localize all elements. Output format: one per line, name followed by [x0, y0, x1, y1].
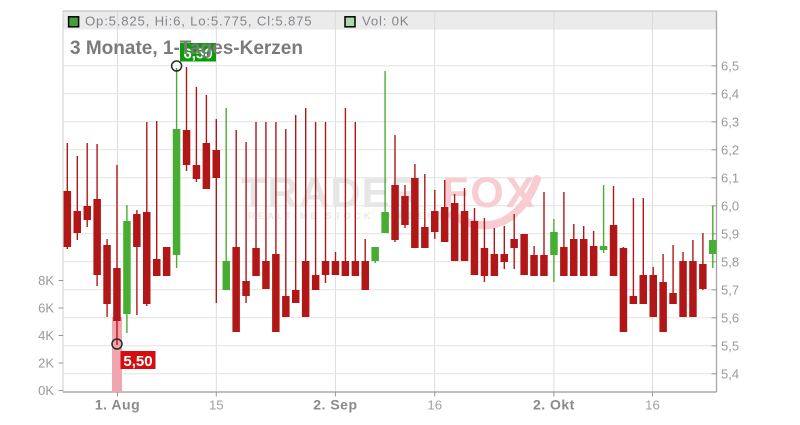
svg-text:8K: 8K — [38, 273, 54, 288]
svg-text:6,2: 6,2 — [721, 142, 739, 157]
svg-text:2. Okt: 2. Okt — [533, 397, 575, 413]
svg-text:Op:5.825, Hi:6, Lo:5.775, Cl:5: Op:5.825, Hi:6, Lo:5.775, Cl:5.875 — [85, 14, 312, 29]
svg-text:2. Sep: 2. Sep — [313, 397, 357, 413]
svg-text:6,0: 6,0 — [721, 198, 739, 213]
svg-text:6,4: 6,4 — [721, 86, 739, 101]
svg-text:5,9: 5,9 — [721, 226, 739, 241]
svg-text:5,7: 5,7 — [721, 282, 739, 297]
svg-text:6,3: 6,3 — [721, 114, 739, 129]
svg-text:6,50: 6,50 — [183, 46, 212, 63]
svg-text:6,5: 6,5 — [721, 58, 739, 73]
svg-text:0K: 0K — [38, 383, 54, 398]
svg-text:5,6: 5,6 — [721, 310, 739, 325]
svg-text:16: 16 — [427, 398, 442, 413]
svg-text:15: 15 — [209, 398, 224, 413]
svg-text:6,1: 6,1 — [721, 170, 739, 185]
svg-text:5,4: 5,4 — [721, 366, 739, 381]
svg-text:16: 16 — [645, 398, 660, 413]
svg-text:TRADER: TRADER — [241, 169, 422, 216]
svg-text:6K: 6K — [38, 301, 54, 316]
svg-text:5,50: 5,50 — [123, 353, 152, 370]
svg-text:5,8: 5,8 — [721, 254, 739, 269]
svg-text:REALTIME STOCK SCREENER: REALTIME STOCK SCREENER — [248, 211, 456, 222]
svg-text:4K: 4K — [38, 328, 54, 343]
svg-text:Vol: 0K: Vol: 0K — [362, 14, 409, 29]
svg-text:5,5: 5,5 — [721, 338, 739, 353]
svg-text:3 Monate, 1-Tages-Kerzen: 3 Monate, 1-Tages-Kerzen — [70, 38, 303, 59]
svg-text:2K: 2K — [38, 356, 54, 371]
svg-text:1. Aug: 1. Aug — [95, 397, 140, 413]
